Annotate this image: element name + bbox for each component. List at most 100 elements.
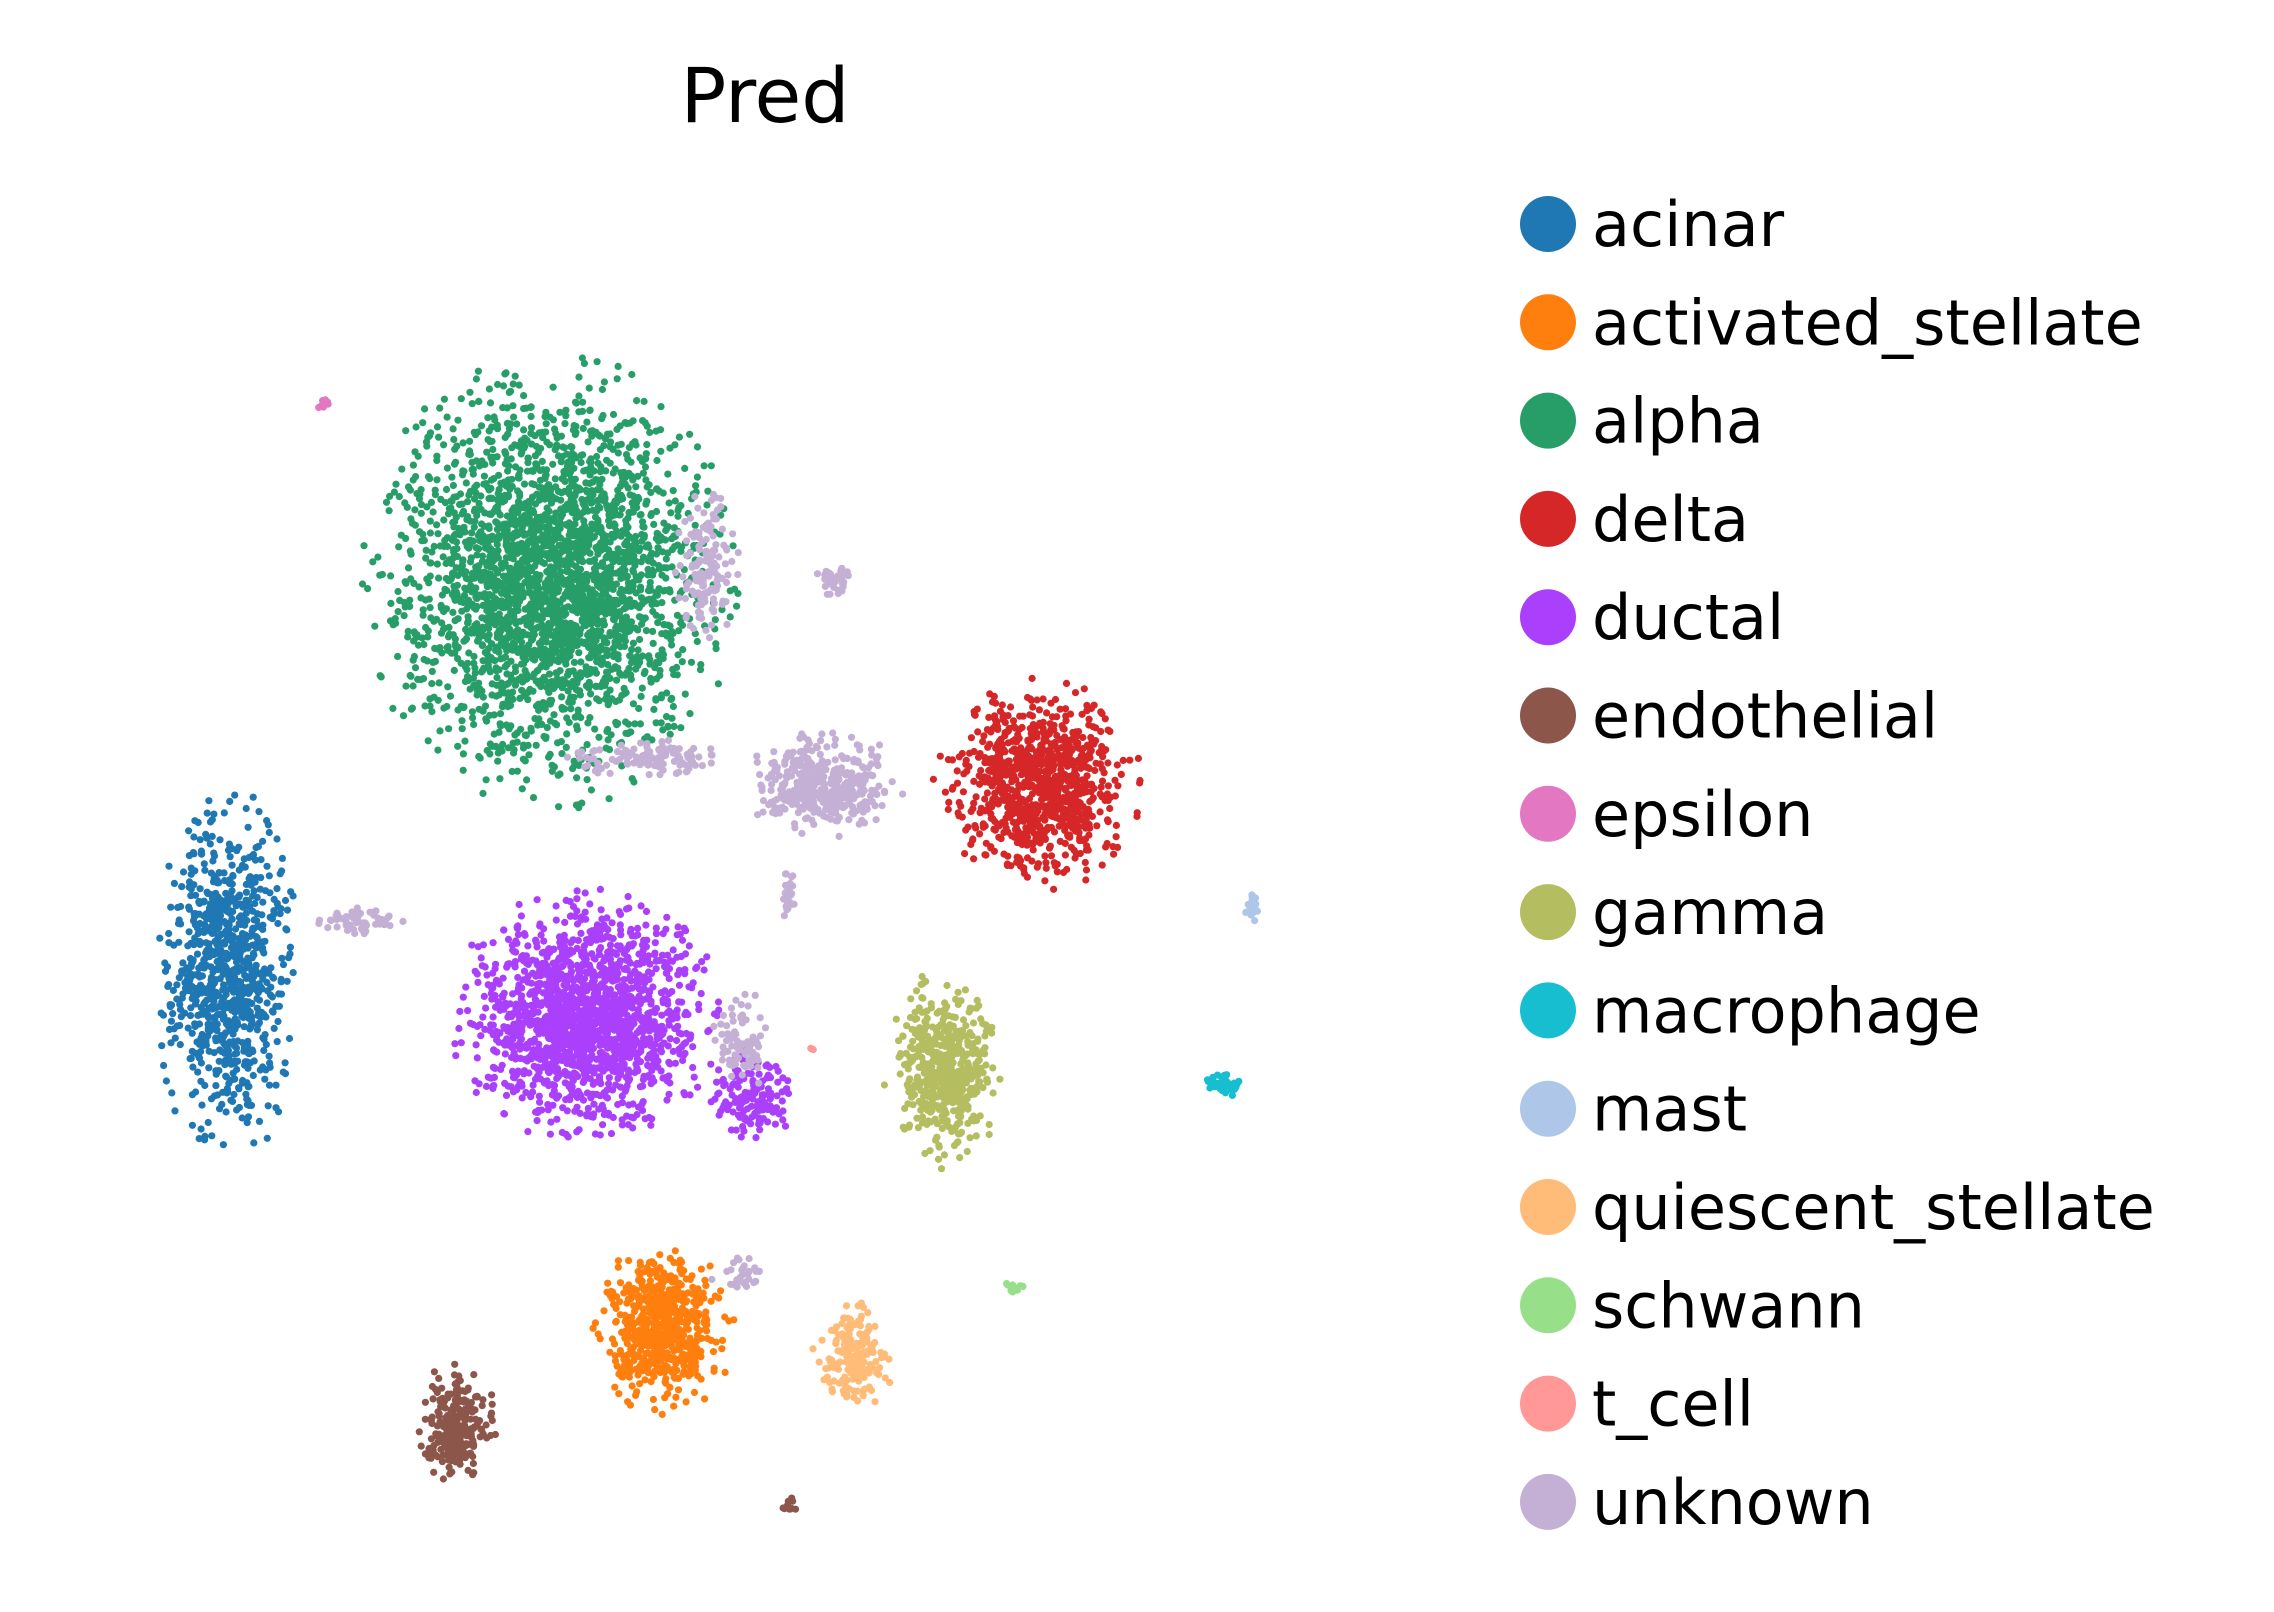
point-alpha bbox=[615, 632, 623, 640]
point-delta bbox=[990, 825, 998, 833]
point-delta bbox=[1110, 850, 1118, 858]
point-alpha bbox=[502, 450, 510, 458]
point-delta bbox=[966, 749, 974, 757]
point-alpha bbox=[364, 585, 372, 593]
point-acinar bbox=[170, 1025, 178, 1033]
point-acinar bbox=[235, 920, 243, 928]
point-alpha bbox=[484, 436, 492, 444]
point-alpha bbox=[554, 487, 563, 495]
point-alpha bbox=[527, 575, 535, 583]
point-acinar bbox=[251, 970, 259, 978]
point-alpha bbox=[450, 548, 458, 556]
point-alpha bbox=[636, 454, 644, 462]
point-alpha bbox=[517, 660, 526, 668]
point-activated_stellate bbox=[718, 1345, 726, 1353]
point-acinar bbox=[249, 793, 257, 801]
point-delta bbox=[1081, 786, 1089, 794]
point-delta bbox=[1101, 715, 1109, 723]
point-alpha bbox=[443, 464, 451, 472]
point-alpha bbox=[675, 433, 684, 441]
point-alpha bbox=[488, 592, 496, 600]
point-alpha bbox=[468, 400, 476, 408]
point-acinar bbox=[187, 885, 195, 893]
point-delta bbox=[1051, 695, 1060, 704]
point-acinar bbox=[272, 1002, 280, 1011]
point-alpha bbox=[543, 438, 551, 446]
point-alpha bbox=[670, 722, 678, 731]
point-alpha bbox=[631, 720, 639, 728]
point-alpha bbox=[545, 620, 553, 628]
point-alpha bbox=[673, 611, 682, 619]
point-acinar bbox=[176, 1000, 184, 1009]
point-alpha bbox=[436, 404, 444, 412]
point-alpha bbox=[541, 495, 549, 503]
point-acinar bbox=[251, 899, 259, 908]
point-acinar bbox=[274, 919, 282, 928]
point-acinar bbox=[249, 978, 257, 986]
point-acinar bbox=[216, 836, 224, 844]
point-acinar bbox=[228, 894, 236, 902]
point-alpha bbox=[534, 571, 542, 579]
point-alpha bbox=[691, 521, 699, 529]
point-alpha bbox=[570, 553, 578, 561]
point-activated_stellate bbox=[646, 1309, 655, 1317]
point-alpha bbox=[459, 467, 467, 475]
point-alpha bbox=[557, 611, 566, 619]
point-alpha bbox=[562, 660, 570, 668]
point-alpha bbox=[519, 678, 527, 686]
point-alpha bbox=[389, 704, 397, 713]
point-alpha bbox=[435, 433, 443, 441]
point-alpha bbox=[478, 592, 486, 601]
point-alpha bbox=[472, 375, 480, 383]
point-alpha bbox=[409, 461, 417, 469]
point-activated_stellate bbox=[658, 1410, 666, 1418]
point-alpha bbox=[523, 558, 531, 566]
point-alpha bbox=[502, 369, 510, 377]
point-alpha bbox=[603, 552, 611, 561]
point-alpha bbox=[494, 615, 502, 623]
point-acinar bbox=[277, 978, 285, 986]
point-delta bbox=[1082, 876, 1090, 884]
point-acinar bbox=[269, 1008, 277, 1016]
point-alpha bbox=[394, 587, 402, 596]
point-acinar bbox=[207, 947, 215, 955]
point-activated_stellate bbox=[615, 1390, 623, 1398]
point-alpha bbox=[501, 433, 509, 442]
point-acinar bbox=[264, 1102, 272, 1110]
point-alpha bbox=[494, 554, 502, 562]
point-activated_stellate bbox=[646, 1277, 655, 1285]
point-activated_stellate bbox=[649, 1370, 657, 1378]
point-alpha bbox=[525, 751, 533, 759]
point-acinar bbox=[283, 977, 291, 985]
point-delta bbox=[953, 767, 961, 775]
point-alpha bbox=[664, 723, 672, 731]
point-acinar bbox=[267, 983, 275, 991]
point-activated_stellate bbox=[640, 1332, 648, 1340]
point-acinar bbox=[278, 854, 286, 863]
point-alpha bbox=[508, 597, 517, 605]
point-activated_stellate bbox=[681, 1351, 689, 1359]
point-activated_stellate bbox=[684, 1325, 693, 1333]
point-activated_stellate bbox=[624, 1295, 632, 1303]
point-alpha bbox=[673, 671, 681, 679]
point-acinar bbox=[197, 1010, 205, 1019]
point-acinar bbox=[191, 995, 199, 1003]
point-alpha bbox=[520, 589, 528, 597]
point-acinar bbox=[249, 1071, 257, 1080]
point-alpha bbox=[527, 403, 535, 411]
point-alpha bbox=[575, 373, 583, 381]
point-acinar bbox=[204, 890, 212, 898]
point-acinar bbox=[178, 883, 186, 891]
point-alpha bbox=[441, 499, 449, 507]
point-activated_stellate bbox=[682, 1398, 690, 1406]
point-alpha bbox=[423, 442, 431, 450]
point-alpha bbox=[523, 776, 531, 784]
point-acinar bbox=[222, 1108, 230, 1116]
point-activated_stellate bbox=[614, 1257, 623, 1265]
point-alpha bbox=[535, 525, 543, 533]
point-acinar bbox=[256, 885, 264, 893]
point-activated_stellate bbox=[672, 1360, 680, 1368]
point-alpha bbox=[497, 627, 505, 635]
point-alpha bbox=[692, 482, 700, 490]
point-acinar bbox=[208, 1132, 216, 1140]
